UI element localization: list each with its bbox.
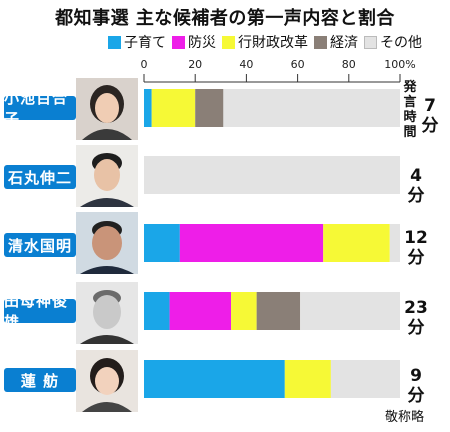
x-tick-label: 0 <box>141 58 148 71</box>
x-tick-label: 40 <box>239 58 253 71</box>
x-tick-label: 60 <box>291 58 305 71</box>
bar-segment-disaster <box>169 292 232 330</box>
portrait-icon <box>76 282 138 344</box>
legend-label-other: その他 <box>380 35 422 51</box>
bar-segment-other <box>330 360 400 398</box>
legend-swatch-other <box>364 35 377 49</box>
bar-segment-childcare <box>144 292 170 330</box>
speech-time-2: 4分 <box>407 166 425 206</box>
bar-segment-economy <box>256 292 301 330</box>
legend: 子育て 防災 行財政改革 経済 その他 <box>108 32 422 52</box>
speech-time-caption: 発言時間 <box>403 80 417 140</box>
legend-label-childcare: 子育て <box>124 35 166 51</box>
candidate-photo-5 <box>76 350 138 412</box>
bar-segment-reform <box>323 224 390 262</box>
legend-item-reform: 行財政改革 <box>222 32 308 52</box>
speech-time-5: 9分 <box>407 366 425 406</box>
candidate-name-3: 清水国明 <box>4 233 76 257</box>
bar-segment-disaster <box>179 224 324 262</box>
legend-label-reform: 行財政改革 <box>238 35 308 51</box>
bar-segment-reform <box>151 89 196 127</box>
bar-segment-other <box>389 224 400 262</box>
bar-segment-other <box>300 292 400 330</box>
chart-title: 都知事選 主な候補者の第一声内容と割合 <box>55 8 395 29</box>
legend-item-childcare: 子育て <box>108 32 166 52</box>
legend-swatch-disaster <box>172 35 185 49</box>
legend-item-economy: 経済 <box>314 32 358 52</box>
honorifics-note: 敬称略 <box>384 410 424 425</box>
speech-time-1: 7分 <box>421 96 439 136</box>
candidate-name-2: 石丸伸二 <box>4 165 76 189</box>
bar-segment-childcare <box>144 89 152 127</box>
speech-time-3: 12分 <box>404 228 428 268</box>
bar-segment-reform <box>231 292 257 330</box>
portrait-icon <box>76 145 138 207</box>
legend-label-disaster: 防災 <box>188 35 216 51</box>
candidate-name-4: 田母神俊雄 <box>4 292 76 331</box>
legend-label-economy: 経済 <box>330 35 358 51</box>
bar-segment-childcare <box>144 360 285 398</box>
bar-segment-economy <box>195 89 224 127</box>
candidate-photo-1 <box>76 78 138 140</box>
portrait-icon <box>76 212 138 274</box>
candidate-photo-3 <box>76 212 138 274</box>
x-tick-label: 20 <box>188 58 202 71</box>
bar-segment-reform <box>284 360 331 398</box>
bar-segment-other <box>223 89 400 127</box>
candidate-name-1: 小池百合子 <box>4 89 76 128</box>
legend-item-disaster: 防災 <box>172 32 216 52</box>
speech-time-4: 23分 <box>404 298 428 338</box>
legend-item-other: その他 <box>364 32 422 52</box>
legend-swatch-childcare <box>108 35 121 49</box>
candidate-name-5: 蓮 舫 <box>4 368 76 392</box>
portrait-icon <box>76 78 138 140</box>
candidate-photo-2 <box>76 145 138 207</box>
bar-segment-childcare <box>144 224 180 262</box>
legend-swatch-reform <box>222 35 235 49</box>
candidate-photo-4 <box>76 282 138 344</box>
bar-segment-other <box>144 156 400 194</box>
x-tick-label: 100% <box>384 58 415 71</box>
legend-swatch-economy <box>314 35 327 49</box>
x-tick-label: 80 <box>342 58 356 71</box>
portrait-icon <box>76 350 138 412</box>
